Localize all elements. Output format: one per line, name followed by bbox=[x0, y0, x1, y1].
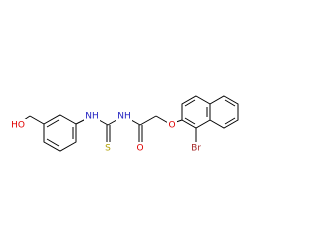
label-bg bbox=[9, 119, 27, 130]
label-bg bbox=[135, 142, 145, 153]
double-bond bbox=[184, 117, 196, 125]
bonds bbox=[17, 95, 239, 152]
label-bg bbox=[189, 142, 203, 153]
atom-label: NH bbox=[85, 112, 99, 122]
double-bond bbox=[184, 99, 196, 107]
double-bond bbox=[46, 138, 60, 147]
label-bg bbox=[167, 119, 177, 130]
atom-label: HO bbox=[11, 121, 25, 131]
bond bbox=[139, 115, 157, 126]
atom-labels: HO NH NH S O O Br bbox=[9, 110, 203, 154]
double-bond bbox=[224, 117, 236, 125]
benzene-ring bbox=[43, 114, 77, 152]
atom-label: O bbox=[168, 121, 175, 131]
atom-label: NH bbox=[117, 112, 131, 122]
naphthalene-ring bbox=[181, 95, 211, 129]
label-bg bbox=[116, 110, 132, 121]
double-bond bbox=[46, 119, 60, 128]
bond bbox=[29, 115, 45, 125]
naphthalene-ring bbox=[209, 95, 239, 129]
double-bond bbox=[224, 99, 236, 107]
atom-label: S bbox=[105, 144, 111, 154]
molecule-diagram: HO NH NH S O O Br bbox=[9, 95, 239, 154]
atom-label: Br bbox=[191, 144, 201, 154]
label-bg bbox=[103, 142, 113, 153]
atom-label: O bbox=[136, 144, 143, 154]
label-bg bbox=[84, 110, 100, 121]
